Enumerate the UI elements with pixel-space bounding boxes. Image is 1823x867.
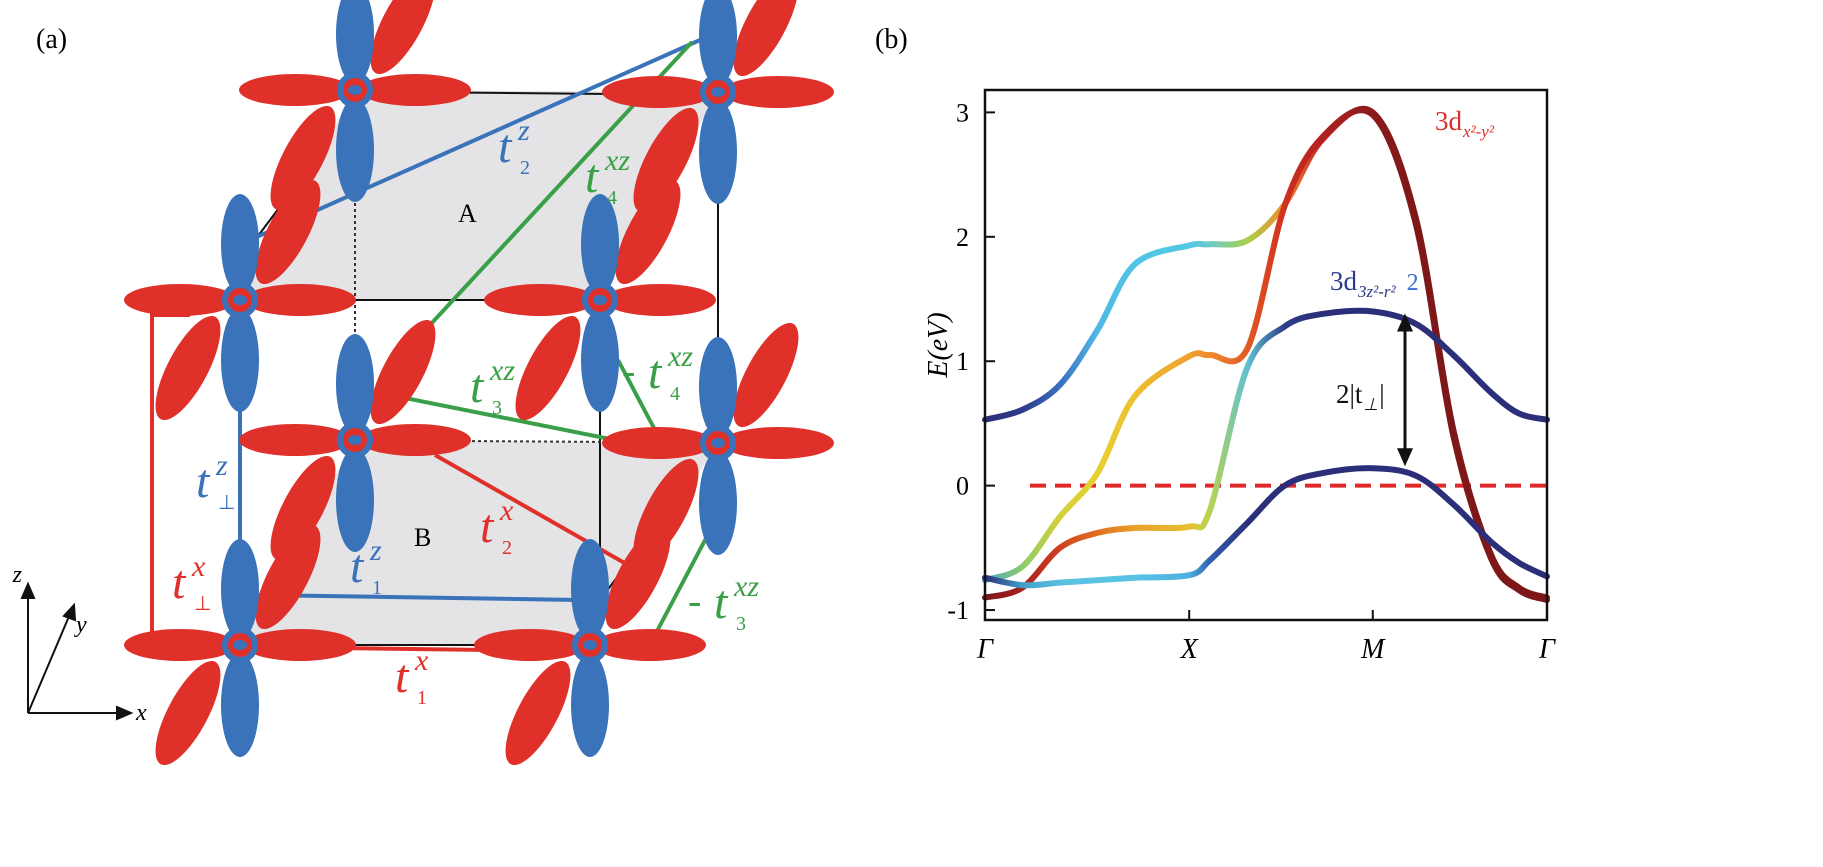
- x-tick-label: Γ: [976, 634, 994, 665]
- label-superscript: xz: [667, 340, 693, 373]
- coordinate-axes: [20, 581, 134, 721]
- axis-label-y: y: [74, 612, 87, 638]
- annotation-subscript: ⊥: [1363, 395, 1378, 414]
- arrow-head: [1397, 448, 1413, 467]
- x-tick-label: X: [1180, 634, 1199, 665]
- label-symbol: t: [172, 556, 187, 609]
- label-subscript: ⊥: [194, 593, 211, 615]
- label-superscript: xz: [489, 354, 515, 387]
- label-subscript: 2: [502, 537, 512, 559]
- band: [982, 465, 1550, 589]
- label-superscript: x: [414, 644, 429, 677]
- y-tick-label: 0: [956, 472, 969, 501]
- band: [982, 307, 1550, 601]
- hopping-label: t z 2: [498, 114, 530, 179]
- hopping-label: t xz 3: [470, 354, 515, 419]
- x-tick-label: M: [1360, 634, 1386, 665]
- label-symbol: t: [498, 120, 513, 173]
- label-subscript: 3: [736, 613, 746, 635]
- label-superscript: xz: [604, 144, 630, 177]
- label-subscript: 1: [372, 577, 382, 599]
- label-superscript: x: [499, 494, 514, 527]
- label-subscript: 4: [670, 383, 680, 405]
- annotation-subscript: 3z²-r²: [1357, 282, 1396, 301]
- label-symbol: t: [480, 500, 495, 553]
- label-prefix: -: [622, 348, 635, 393]
- label-superscript: x: [191, 550, 206, 583]
- label-symbol: t: [714, 576, 729, 629]
- hopping-label: t z ⊥: [196, 449, 235, 514]
- annotation-text: 3d: [1330, 266, 1358, 296]
- annotation-text: 3d: [1435, 106, 1463, 136]
- annotation-extra: 2: [1407, 270, 1419, 296]
- label-superscript: z: [517, 114, 530, 147]
- panel-label: (a): [36, 24, 67, 55]
- plot-frame: [983, 88, 1549, 622]
- y-tick-label: 3: [956, 98, 969, 127]
- annotation-text: 2|t: [1336, 379, 1363, 409]
- label-subscript: 2: [520, 157, 530, 179]
- plane-label: A: [458, 199, 477, 228]
- panel-label: (b): [875, 24, 908, 55]
- y-axis-label: E(eV): [923, 312, 954, 378]
- y-tick-label: -1: [947, 596, 969, 625]
- annotation: 2|t ⊥ |: [1336, 379, 1385, 414]
- annotation: 3d x²-y²: [1435, 106, 1495, 141]
- hopping-label: - t xz 3: [688, 570, 759, 635]
- arrow-head: [1397, 313, 1413, 332]
- label-subscript: 4: [607, 187, 617, 209]
- hopping-label: t x 2: [480, 494, 514, 559]
- label-symbol: t: [350, 540, 365, 593]
- label-symbol: t: [196, 455, 211, 508]
- label-superscript: xz: [733, 570, 759, 603]
- y-tick-label: 1: [956, 347, 969, 376]
- label-superscript: z: [369, 534, 382, 567]
- annotation: 3d 3z²-r² 2: [1330, 266, 1419, 301]
- label-symbol: t: [585, 150, 600, 203]
- label-symbol: t: [395, 650, 410, 703]
- label-superscript: z: [215, 449, 228, 482]
- hopping-label: t z 1: [350, 534, 382, 599]
- hopping-label: t x 1: [395, 644, 429, 709]
- label-symbol: t: [648, 346, 663, 399]
- band: [982, 105, 1550, 601]
- hopping-label: - t xz 4: [622, 340, 693, 405]
- x-tick-label: Γ: [1538, 634, 1556, 665]
- hopping-label: t xz 4: [585, 144, 630, 209]
- hopping-label: t x ⊥: [172, 550, 211, 615]
- band: [982, 107, 1550, 604]
- label-subscript: ⊥: [218, 492, 235, 514]
- label-subscript: 1: [417, 687, 427, 709]
- label-subscript: 3: [492, 397, 502, 419]
- y-tick-label: 2: [956, 223, 969, 252]
- axis-label-z: z: [12, 562, 23, 588]
- annotation-tail: |: [1379, 379, 1384, 409]
- label-prefix: -: [688, 578, 701, 623]
- plane-label: B: [414, 523, 431, 552]
- label-symbol: t: [470, 360, 485, 413]
- axis-label-x: x: [135, 700, 147, 726]
- annotation-subscript: x²-y²: [1462, 122, 1495, 141]
